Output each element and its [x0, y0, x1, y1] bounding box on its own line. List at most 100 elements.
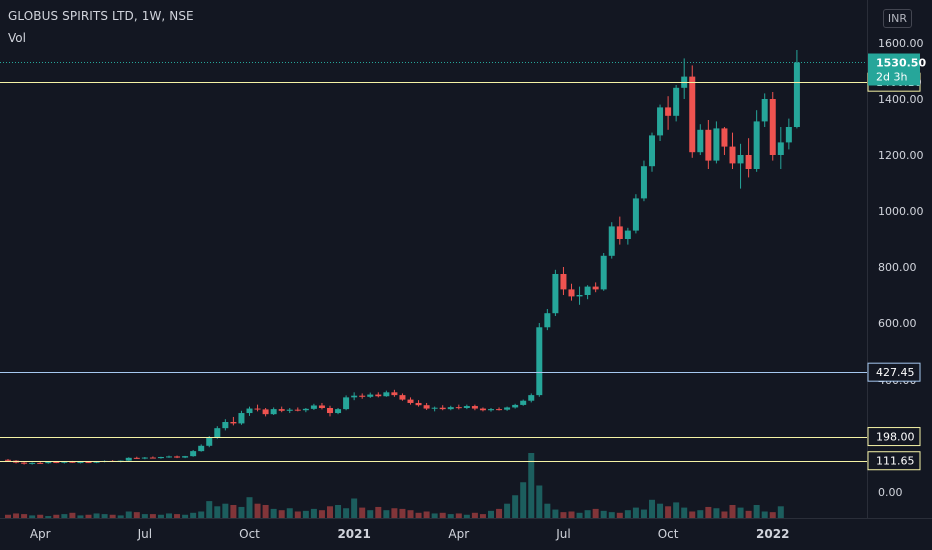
volume-bar	[616, 512, 623, 518]
candle-body	[141, 457, 148, 459]
candle-body	[520, 400, 527, 405]
volume-bar	[69, 512, 76, 518]
volume-bar	[375, 506, 382, 518]
candle-body	[302, 408, 309, 411]
candle-body	[351, 395, 358, 398]
candle-body	[214, 428, 221, 438]
volume-bar	[182, 514, 189, 518]
volume-bar	[5, 514, 11, 518]
last-price-value: 1530.50	[876, 57, 926, 70]
x-tick-label: Jul	[137, 527, 152, 541]
candle-body	[512, 404, 519, 408]
candle-body	[286, 409, 293, 411]
currency-button[interactable]: INR	[882, 9, 912, 28]
y-tick-label: 800.00	[878, 261, 917, 274]
candle-body	[383, 392, 390, 397]
volume-bar	[479, 514, 486, 518]
candle-body	[21, 462, 28, 464]
volume-bar	[53, 514, 60, 518]
volume-bar	[761, 511, 768, 518]
candle-body	[182, 456, 189, 458]
x-tick-label: Jul	[555, 527, 570, 541]
candle-body	[61, 461, 68, 463]
volume-bar	[141, 514, 148, 518]
candle-body	[673, 87, 680, 116]
candle-body	[616, 226, 623, 239]
y-tick-label: 600.00	[878, 317, 917, 330]
volume-bar	[21, 514, 28, 518]
volume-bar	[351, 498, 358, 518]
candle-body	[576, 295, 583, 297]
volume-bar	[689, 511, 696, 518]
candle-body	[174, 456, 181, 458]
candle-body	[294, 409, 301, 411]
candle-body	[133, 457, 140, 459]
candle-body	[649, 135, 655, 167]
volume-bar	[391, 508, 398, 518]
candle-body	[367, 394, 374, 397]
candle-body	[463, 406, 470, 408]
x-tick-label: Oct	[239, 527, 260, 541]
volume-bar	[697, 510, 704, 518]
volume-bar	[302, 510, 309, 518]
candle-body	[439, 407, 446, 410]
volume-bar	[463, 514, 470, 518]
y-tick-label: 0.00	[878, 486, 903, 499]
candle-body	[166, 456, 172, 458]
candle-body	[157, 457, 164, 459]
x-tick-label: 2021	[337, 527, 370, 541]
volume-bar	[383, 510, 390, 518]
candle-body	[29, 462, 36, 464]
volume-label: Vol	[8, 31, 26, 45]
candle-body	[544, 313, 551, 328]
x-tick-label: Apr	[448, 527, 469, 541]
volume-bar	[753, 505, 760, 518]
volume-bar	[737, 507, 744, 518]
candle-body	[689, 76, 696, 153]
volume-bar	[101, 514, 108, 518]
volume-bar	[608, 512, 615, 518]
volume-bar	[117, 515, 124, 518]
candle-body	[528, 395, 535, 401]
volume-bar	[343, 508, 350, 518]
candle-body	[536, 327, 543, 396]
volume-bar	[777, 506, 784, 518]
last-price-badge-box	[868, 53, 920, 86]
candle-body	[504, 407, 511, 410]
candle-body	[270, 409, 277, 415]
volume-bar	[624, 510, 631, 518]
candle-body	[423, 405, 430, 409]
candle-body	[584, 286, 591, 295]
volume-bar	[367, 510, 374, 518]
volume-bar	[85, 514, 92, 518]
candle-body	[479, 408, 486, 411]
y-tick-label: 1000.00	[878, 205, 924, 218]
volume-bar	[157, 514, 164, 518]
volume-bar	[665, 506, 672, 518]
volume-bar	[318, 510, 325, 518]
volume-bar	[496, 508, 503, 518]
candle-body	[471, 406, 478, 409]
candle-body	[632, 198, 639, 231]
volume-bar	[769, 512, 776, 518]
x-tick-label: 2022	[756, 527, 789, 541]
candle-body	[753, 121, 760, 169]
volume-bar	[399, 508, 406, 518]
y-tick-label: 1200.00	[878, 149, 924, 162]
candle-body	[238, 413, 245, 424]
volume-bar	[109, 514, 116, 518]
candle-body	[278, 409, 285, 411]
candle-body	[705, 129, 712, 161]
volume-bar	[190, 512, 197, 518]
candle-body	[125, 457, 132, 461]
candle-body	[560, 274, 567, 290]
candle-body	[318, 405, 325, 408]
volume-bar	[568, 511, 575, 518]
volume-bar	[45, 516, 52, 518]
volume-bar	[166, 513, 172, 518]
price-line-badge-box	[867, 451, 921, 471]
candle-body	[600, 255, 607, 290]
candle-body	[359, 395, 366, 397]
